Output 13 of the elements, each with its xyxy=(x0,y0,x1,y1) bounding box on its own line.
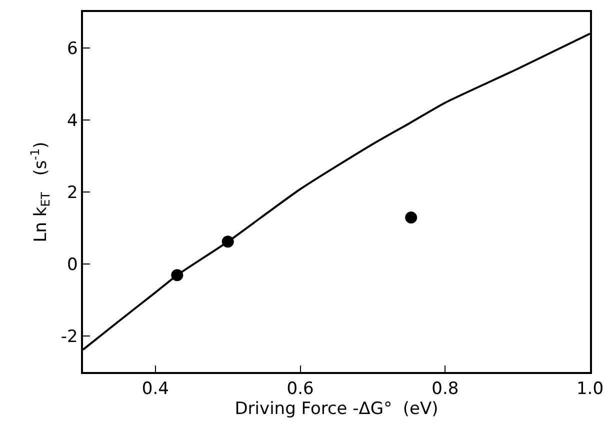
point xyxy=(405,212,418,224)
x-tick-label: 0.4 xyxy=(142,379,169,400)
x-tick-label: 0.6 xyxy=(286,379,314,400)
y-tick-label: 0 xyxy=(67,254,78,275)
y-tick-label: 2 xyxy=(67,182,78,203)
x-tick-label: 1.0 xyxy=(576,379,604,400)
y-tick-label: 6 xyxy=(67,38,78,59)
point xyxy=(222,236,234,248)
y-tick-label: -2 xyxy=(60,326,78,347)
point xyxy=(171,269,184,282)
x-tick-label: 0.8 xyxy=(432,379,459,400)
y-tick-label: 4 xyxy=(67,110,78,131)
x-axis-title: Driving Force -ΔG° (eV) xyxy=(234,399,438,420)
